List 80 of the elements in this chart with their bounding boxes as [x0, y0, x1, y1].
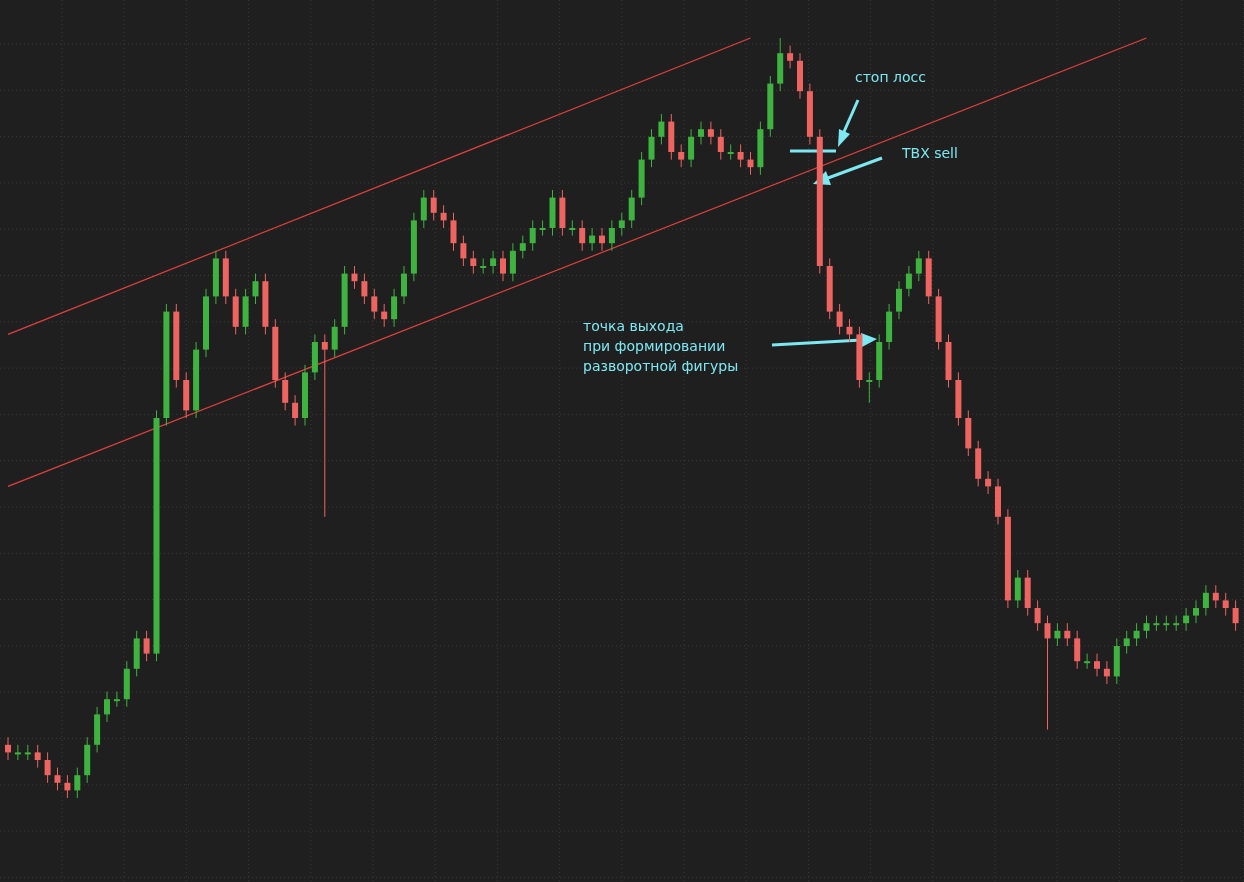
candlestick [698, 121, 704, 145]
candlestick [896, 280, 902, 320]
candlestick [5, 736, 11, 761]
candlestick [1044, 615, 1051, 731]
candlestick [34, 744, 41, 769]
candlestick [401, 265, 407, 305]
candlestick [282, 371, 289, 411]
candlestick [460, 235, 467, 267]
candlestick [1084, 653, 1091, 670]
candlestick [658, 113, 665, 145]
candlestick [1123, 630, 1130, 655]
annotation: стоп лосс [855, 69, 926, 85]
candlestick [1034, 599, 1041, 632]
candlestick [54, 767, 61, 791]
candlestick [1064, 622, 1071, 647]
candlestick [1014, 569, 1021, 609]
candlestick [74, 767, 81, 799]
candlestick [1074, 630, 1081, 670]
candlestick [14, 744, 21, 761]
candlestick [737, 143, 744, 168]
candlestick [1133, 622, 1140, 647]
candlestick [450, 212, 457, 252]
candlestick [1143, 615, 1150, 639]
candlestick [1094, 653, 1100, 677]
candlestick [1183, 607, 1190, 632]
candlestick [44, 751, 51, 784]
annotation: точка выхода при формировании разворотной фигуры [583, 318, 739, 374]
candlestick [480, 257, 487, 275]
candlestick [717, 128, 724, 161]
candlestick [470, 250, 477, 275]
candlestick [985, 470, 992, 495]
candlestick [371, 288, 378, 320]
candlestick [321, 333, 328, 518]
candlestick [440, 204, 447, 229]
candlestick [648, 128, 655, 168]
candlestick [500, 250, 506, 282]
candlestick [727, 143, 734, 161]
candlestick [391, 288, 398, 328]
candlestick [628, 189, 635, 229]
candlestick [569, 219, 576, 237]
candlestick [579, 219, 586, 252]
candlestick [1222, 592, 1229, 617]
candlestick [678, 143, 685, 168]
candlestick [905, 265, 912, 297]
candlestick [292, 394, 299, 427]
candlestick [707, 121, 714, 145]
candlestick [1103, 660, 1110, 685]
candlestick [143, 630, 150, 662]
candlestick [381, 303, 388, 328]
candlestick [509, 242, 516, 282]
candlestick [787, 45, 794, 69]
candlestick [361, 273, 368, 305]
candlestick [331, 318, 338, 358]
candlestick [519, 235, 526, 259]
candlestick [618, 212, 625, 237]
candlestick [1232, 599, 1239, 632]
candlestick [747, 151, 754, 176]
annotation: TBX sell [901, 145, 958, 161]
candlestick [490, 250, 497, 275]
candlestick [1054, 622, 1061, 647]
candlestick [351, 265, 358, 290]
candlestick [1212, 584, 1219, 609]
candlestick [529, 219, 536, 252]
candlestick [430, 189, 437, 221]
candlestick [599, 227, 605, 252]
candlestick [113, 691, 120, 708]
candlestick [64, 774, 71, 799]
candlestick [420, 189, 427, 229]
candlestick [252, 273, 259, 305]
candlestick [539, 219, 546, 237]
candlestick [836, 303, 843, 335]
candlestick [846, 318, 853, 343]
candlestick [1202, 584, 1209, 617]
candlestick [104, 691, 110, 723]
candlestick [866, 371, 873, 404]
candlestick [589, 227, 596, 252]
candlestick [915, 250, 922, 282]
candlestick [688, 128, 695, 168]
candlestick [1193, 599, 1199, 624]
candlestick [608, 219, 615, 252]
